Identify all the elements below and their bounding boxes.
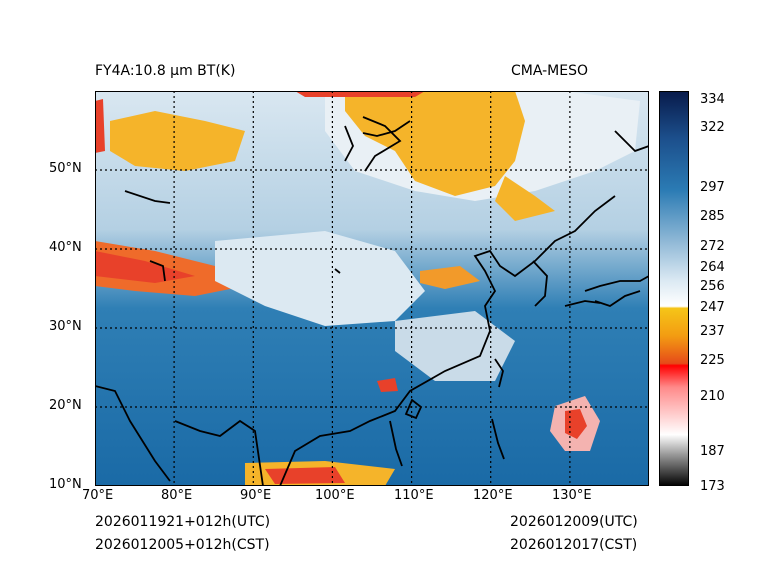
northeast-cold-cloud (495, 176, 555, 221)
model-label: CMA-MESO (511, 63, 589, 79)
colorbar-tick: 272 (700, 239, 725, 254)
graticule (95, 91, 649, 486)
colorbar-tick: 256 (700, 279, 725, 294)
colorbar-tick: 334 (700, 92, 725, 107)
gulf-tonkin-convection (377, 378, 398, 392)
west-edge-red (95, 99, 105, 153)
northern-edge-red (295, 91, 425, 97)
lat-label: 10°N (49, 477, 82, 492)
west-siberia-cloud (110, 111, 245, 171)
lon-label: 110°E (394, 488, 434, 503)
north-china-cloud (420, 266, 480, 289)
satellite-map (95, 91, 649, 486)
lat-label: 20°N (49, 398, 82, 413)
map-frame (95, 91, 649, 486)
lon-label: 130°E (552, 488, 592, 503)
colorbar-tick: 264 (700, 260, 725, 275)
colorbar-tick: 210 (700, 389, 725, 404)
colorbar-tick: 285 (700, 209, 725, 224)
colorbar-gradient (659, 91, 689, 486)
plot-title: FY4A:10.8 µm BT(K) (95, 63, 236, 79)
central-asia-red-band (95, 251, 195, 283)
lon-label: 100°E (315, 488, 355, 503)
init-time-cst: 2026012005+012h(CST) (95, 537, 270, 553)
lon-label: 120°E (473, 488, 513, 503)
colorbar-frame (659, 91, 689, 486)
colorbar-tick: 237 (700, 324, 725, 339)
lon-label: 90°E (240, 488, 272, 503)
coastlines (95, 116, 649, 486)
valid-time-utc: 2026012009(UTC) (510, 514, 638, 530)
colorbar-tick: 187 (700, 444, 725, 459)
lat-label: 50°N (49, 161, 82, 176)
colorbar-tick: 173 (700, 479, 725, 494)
valid-time-cst: 2026012017(CST) (510, 537, 638, 553)
colorbar-tick: 247 (700, 300, 725, 315)
lon-label: 70°E (82, 488, 114, 503)
lat-label: 30°N (49, 319, 82, 334)
init-time-utc: 2026011921+012h(UTC) (95, 514, 271, 530)
colorbar-tick: 322 (700, 120, 725, 135)
colorbar-tick: 297 (700, 180, 725, 195)
lon-label: 80°E (161, 488, 193, 503)
colorbar (659, 91, 689, 486)
plateau-cloud (215, 231, 425, 326)
colorbar-tick: 225 (700, 353, 725, 368)
lat-label: 40°N (49, 240, 82, 255)
equatorial-red-core (265, 467, 345, 484)
